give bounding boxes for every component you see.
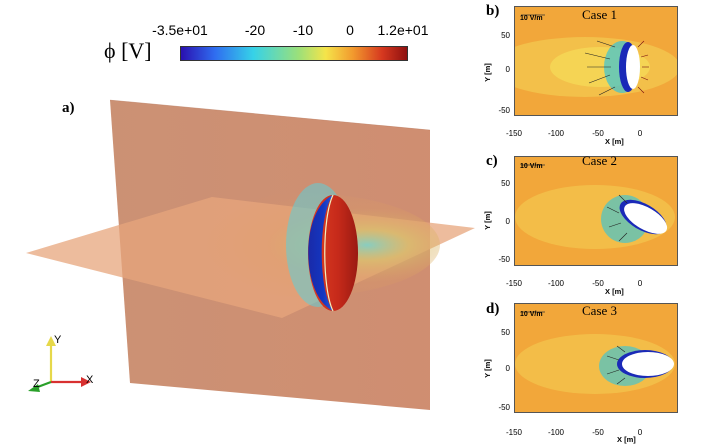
x-tick: -100 xyxy=(547,428,565,437)
x-tick: 0 xyxy=(637,129,643,138)
x-tick: -50 xyxy=(592,129,604,138)
scale-arrow-label: 10 V/m xyxy=(520,163,543,170)
panel-label-c: c) xyxy=(486,153,498,169)
x-tick: -100 xyxy=(547,129,565,138)
colorbar-tick: 0 xyxy=(346,22,354,38)
y-tick: 0 xyxy=(505,65,510,74)
colorbar-tick: 1.2e+01 xyxy=(377,22,429,38)
panel-label-b: b) xyxy=(486,3,500,19)
axis-label-x: X xyxy=(86,374,94,386)
y-tick: 0 xyxy=(505,217,510,226)
y-tick: 50 xyxy=(501,328,510,337)
colorbar-tick: -10 xyxy=(292,22,314,38)
scale-arrow-label: 10 V/m xyxy=(520,311,543,318)
x-axis-label: X [m] xyxy=(605,287,624,296)
panel-label-a: a) xyxy=(62,100,75,116)
x-tick: -50 xyxy=(592,428,604,437)
x-tick: -150 xyxy=(505,129,523,138)
colorbar xyxy=(180,46,408,61)
x-tick: 0 xyxy=(637,279,643,288)
plot-case-1 xyxy=(514,6,678,116)
colorbar-tick: -3.5e+01 xyxy=(152,22,208,38)
plot-case-3 xyxy=(514,303,678,413)
axis-label-y: Y xyxy=(54,334,62,346)
colorbar-symbol: ϕ [V] xyxy=(104,38,152,63)
x-axis-label: X [m] xyxy=(617,435,636,444)
y-axis-label: Y [m] xyxy=(482,211,492,230)
y-tick: -50 xyxy=(498,403,510,412)
y-tick: 50 xyxy=(501,179,510,188)
y-tick: -50 xyxy=(498,255,510,264)
plot-case-2 xyxy=(514,156,678,266)
axes-triad xyxy=(28,336,91,392)
main-3d-scene xyxy=(26,99,475,410)
case-title: Case 1 xyxy=(582,7,618,22)
case-title: Case 3 xyxy=(582,303,618,318)
scale-arrow-label: 10 V/m xyxy=(520,15,543,22)
axis-label-z: Z xyxy=(33,378,40,390)
x-tick: 0 xyxy=(637,428,643,437)
y-axis-label: Y [m] xyxy=(482,63,492,82)
x-tick: -100 xyxy=(547,279,565,288)
y-tick: 0 xyxy=(505,364,510,373)
y-tick: 50 xyxy=(501,31,510,40)
x-tick: -150 xyxy=(505,428,523,437)
x-tick: -150 xyxy=(505,279,523,288)
y-axis-label: Y [m] xyxy=(482,359,492,378)
x-tick: -50 xyxy=(592,279,604,288)
colorbar-tick: -20 xyxy=(244,22,266,38)
ellipsoid-cut xyxy=(308,195,333,311)
y-tick: -50 xyxy=(498,106,510,115)
case-title: Case 2 xyxy=(582,153,618,168)
panel-label-d: d) xyxy=(486,301,500,317)
x-axis-label: X [m] xyxy=(605,137,624,146)
